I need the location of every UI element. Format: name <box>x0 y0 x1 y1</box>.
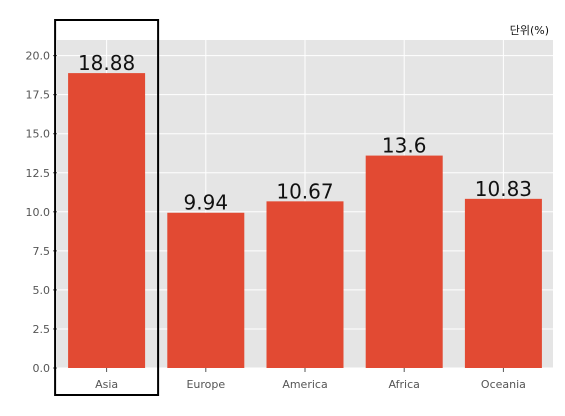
x-tick-label: Africa <box>389 378 420 391</box>
y-tick-label: 2.5 <box>33 323 51 336</box>
bar-europe <box>167 212 245 368</box>
data-label: 13.6 <box>382 134 427 158</box>
y-tick-label: 10.0 <box>26 206 51 219</box>
y-axis-ticks: 0.0 2.5 5.0 7.5 10.0 12.5 15.0 17.5 20.0 <box>26 50 57 375</box>
bar-oceania <box>464 198 542 368</box>
y-tick-label: 7.5 <box>33 245 51 258</box>
data-label: 10.83 <box>475 177 532 201</box>
x-axis-ticks: Asia Europe America Africa Oceania <box>95 368 526 391</box>
data-label: 10.67 <box>276 179 333 203</box>
x-tick-label: America <box>282 378 327 391</box>
y-tick-label: 0.0 <box>33 362 51 375</box>
y-tick-label: 20.0 <box>26 50 51 63</box>
unit-label: 단위(%) <box>510 24 549 37</box>
highlight-box <box>54 19 160 396</box>
data-label: 18.88 <box>78 51 135 75</box>
bars <box>68 73 542 369</box>
bar-asia <box>68 73 146 369</box>
x-tick-label: Oceania <box>481 378 526 391</box>
data-labels: 18.88 9.94 10.67 13.6 10.83 <box>78 51 532 215</box>
x-tick-label: Europe <box>186 378 225 391</box>
bar-america <box>266 201 344 368</box>
y-tick-label: 5.0 <box>33 284 51 297</box>
x-tick-label: Asia <box>95 378 118 391</box>
y-tick-label: 12.5 <box>26 167 51 180</box>
bar-africa <box>365 155 443 368</box>
data-label: 9.94 <box>184 191 229 215</box>
y-tick-label: 17.5 <box>26 89 51 102</box>
y-tick-label: 15.0 <box>26 128 51 141</box>
